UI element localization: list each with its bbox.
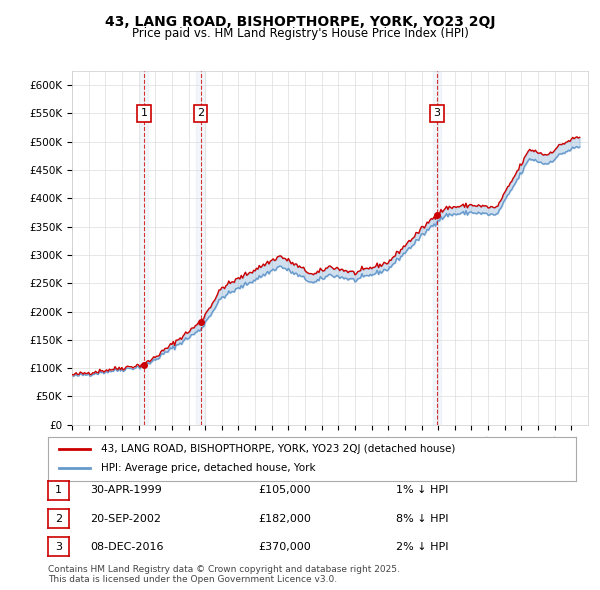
Text: 3: 3	[55, 542, 62, 552]
Text: 20-SEP-2002: 20-SEP-2002	[90, 514, 161, 523]
Text: 1% ↓ HPI: 1% ↓ HPI	[396, 486, 448, 495]
Text: HPI: Average price, detached house, York: HPI: Average price, detached house, York	[101, 464, 316, 473]
Text: £105,000: £105,000	[258, 486, 311, 495]
Text: Price paid vs. HM Land Registry's House Price Index (HPI): Price paid vs. HM Land Registry's House …	[131, 27, 469, 40]
Text: 43, LANG ROAD, BISHOPTHORPE, YORK, YO23 2QJ (detached house): 43, LANG ROAD, BISHOPTHORPE, YORK, YO23 …	[101, 444, 455, 454]
Text: 08-DEC-2016: 08-DEC-2016	[90, 542, 163, 552]
Text: 30-APR-1999: 30-APR-1999	[90, 486, 162, 495]
Bar	[433, 71, 441, 425]
Text: 8% ↓ HPI: 8% ↓ HPI	[396, 514, 448, 523]
Text: 2: 2	[55, 514, 62, 523]
Text: 43, LANG ROAD, BISHOPTHORPE, YORK, YO23 2QJ: 43, LANG ROAD, BISHOPTHORPE, YORK, YO23 …	[105, 15, 495, 29]
Text: £182,000: £182,000	[258, 514, 311, 523]
Text: 1: 1	[140, 109, 148, 118]
Text: £370,000: £370,000	[258, 542, 311, 552]
Text: 3: 3	[434, 109, 440, 118]
Bar	[140, 71, 148, 425]
Text: Contains HM Land Registry data © Crown copyright and database right 2025.
This d: Contains HM Land Registry data © Crown c…	[48, 565, 400, 584]
Text: 1: 1	[55, 486, 62, 495]
Text: 2: 2	[197, 109, 204, 118]
Bar	[196, 71, 205, 425]
Text: 2% ↓ HPI: 2% ↓ HPI	[396, 542, 448, 552]
